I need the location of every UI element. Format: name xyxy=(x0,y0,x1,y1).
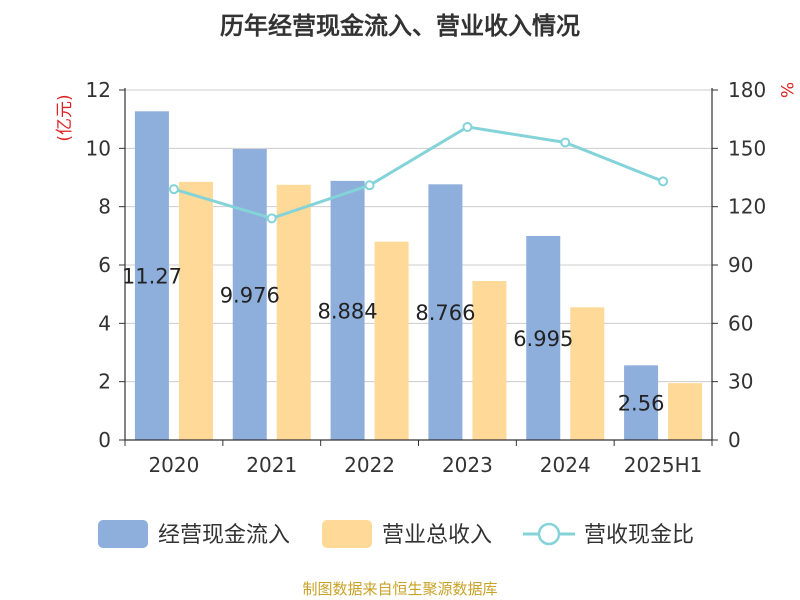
y-right-tick-label: 180 xyxy=(728,78,766,102)
y-right-tick-label: 90 xyxy=(728,253,753,277)
bar-value-label: 11.27 xyxy=(122,265,182,289)
y-left-tick-label: 8 xyxy=(98,195,111,219)
legend-label-ratio: 营收现金比 xyxy=(584,523,694,548)
legend-swatch-ratio-marker xyxy=(537,522,561,546)
ratio-point xyxy=(168,184,179,195)
ratio-point xyxy=(364,180,375,191)
bar-revenue xyxy=(178,181,213,440)
bar-value-label: 2.56 xyxy=(618,392,665,416)
bar-cash-inflow xyxy=(134,111,169,441)
y-right-unit-label: % xyxy=(776,82,796,98)
bar-revenue xyxy=(374,241,409,440)
y-left-tick-label: 10 xyxy=(86,136,111,160)
ratio-point xyxy=(462,121,473,132)
y-right-tick-label: 150 xyxy=(728,136,766,160)
y-left-unit-label: (亿元) xyxy=(55,94,75,141)
x-tick-label: 2022 xyxy=(344,453,395,477)
bar-revenue xyxy=(472,281,507,440)
bar-revenue xyxy=(570,307,605,440)
bars-layer xyxy=(134,111,703,441)
ratio-point xyxy=(560,137,571,148)
bar-value-label: 8.766 xyxy=(415,301,475,325)
bar-revenue xyxy=(276,184,311,440)
y-right-tick-label: 30 xyxy=(728,370,753,394)
ratio-point xyxy=(266,213,277,224)
x-tick-label: 2025H1 xyxy=(624,453,703,477)
bar-cash-inflow xyxy=(526,235,561,440)
y-left-tick-label: 2 xyxy=(98,370,111,394)
legend-swatch-cash-inflow xyxy=(98,520,148,548)
legend-label-revenue: 营业总收入 xyxy=(382,523,492,548)
bar-cash-inflow xyxy=(232,149,267,441)
x-tick-label: 2024 xyxy=(540,453,591,477)
y-left-tick-label: 4 xyxy=(98,311,111,335)
y-right-tick-label: 0 xyxy=(728,428,741,452)
bar-cash-inflow xyxy=(428,184,463,440)
bar-value-label: 8.884 xyxy=(318,299,378,323)
legend-swatch-revenue xyxy=(322,520,372,548)
ratio-line xyxy=(173,125,664,220)
bar-cash-inflow xyxy=(624,365,659,440)
grid-layer xyxy=(125,89,712,383)
x-tick-label: 2023 xyxy=(442,453,493,477)
x-tick-label: 2020 xyxy=(148,453,199,477)
bar-value-label: 6.995 xyxy=(513,327,573,351)
source-note: 制图数据来自恒生聚源数据库 xyxy=(302,580,498,598)
bar-revenue xyxy=(668,383,703,440)
y-right-tick-label: 60 xyxy=(728,311,753,335)
legend-label-cash-inflow: 经营现金流入 xyxy=(158,523,290,548)
bar-value-label: 9.976 xyxy=(220,284,280,308)
labels-layer: 11.27 9.976 8.884 8.766 6.995 2.56 xyxy=(122,265,665,416)
y-right-tick-label: 120 xyxy=(728,195,766,219)
chart-title: 历年经营现金流入、营业收入情况 xyxy=(220,12,580,40)
line-layer xyxy=(168,121,669,224)
bar-cash-inflow xyxy=(330,180,365,440)
legend-layer: 经营现金流入 营业总收入 营收现金比 xyxy=(98,520,694,548)
y-left-tick-label: 0 xyxy=(98,428,111,452)
y-left-tick-label: 6 xyxy=(98,253,111,277)
ratio-point xyxy=(658,176,669,187)
y-left-tick-label: 12 xyxy=(86,78,111,102)
x-tick-label: 2021 xyxy=(246,453,297,477)
